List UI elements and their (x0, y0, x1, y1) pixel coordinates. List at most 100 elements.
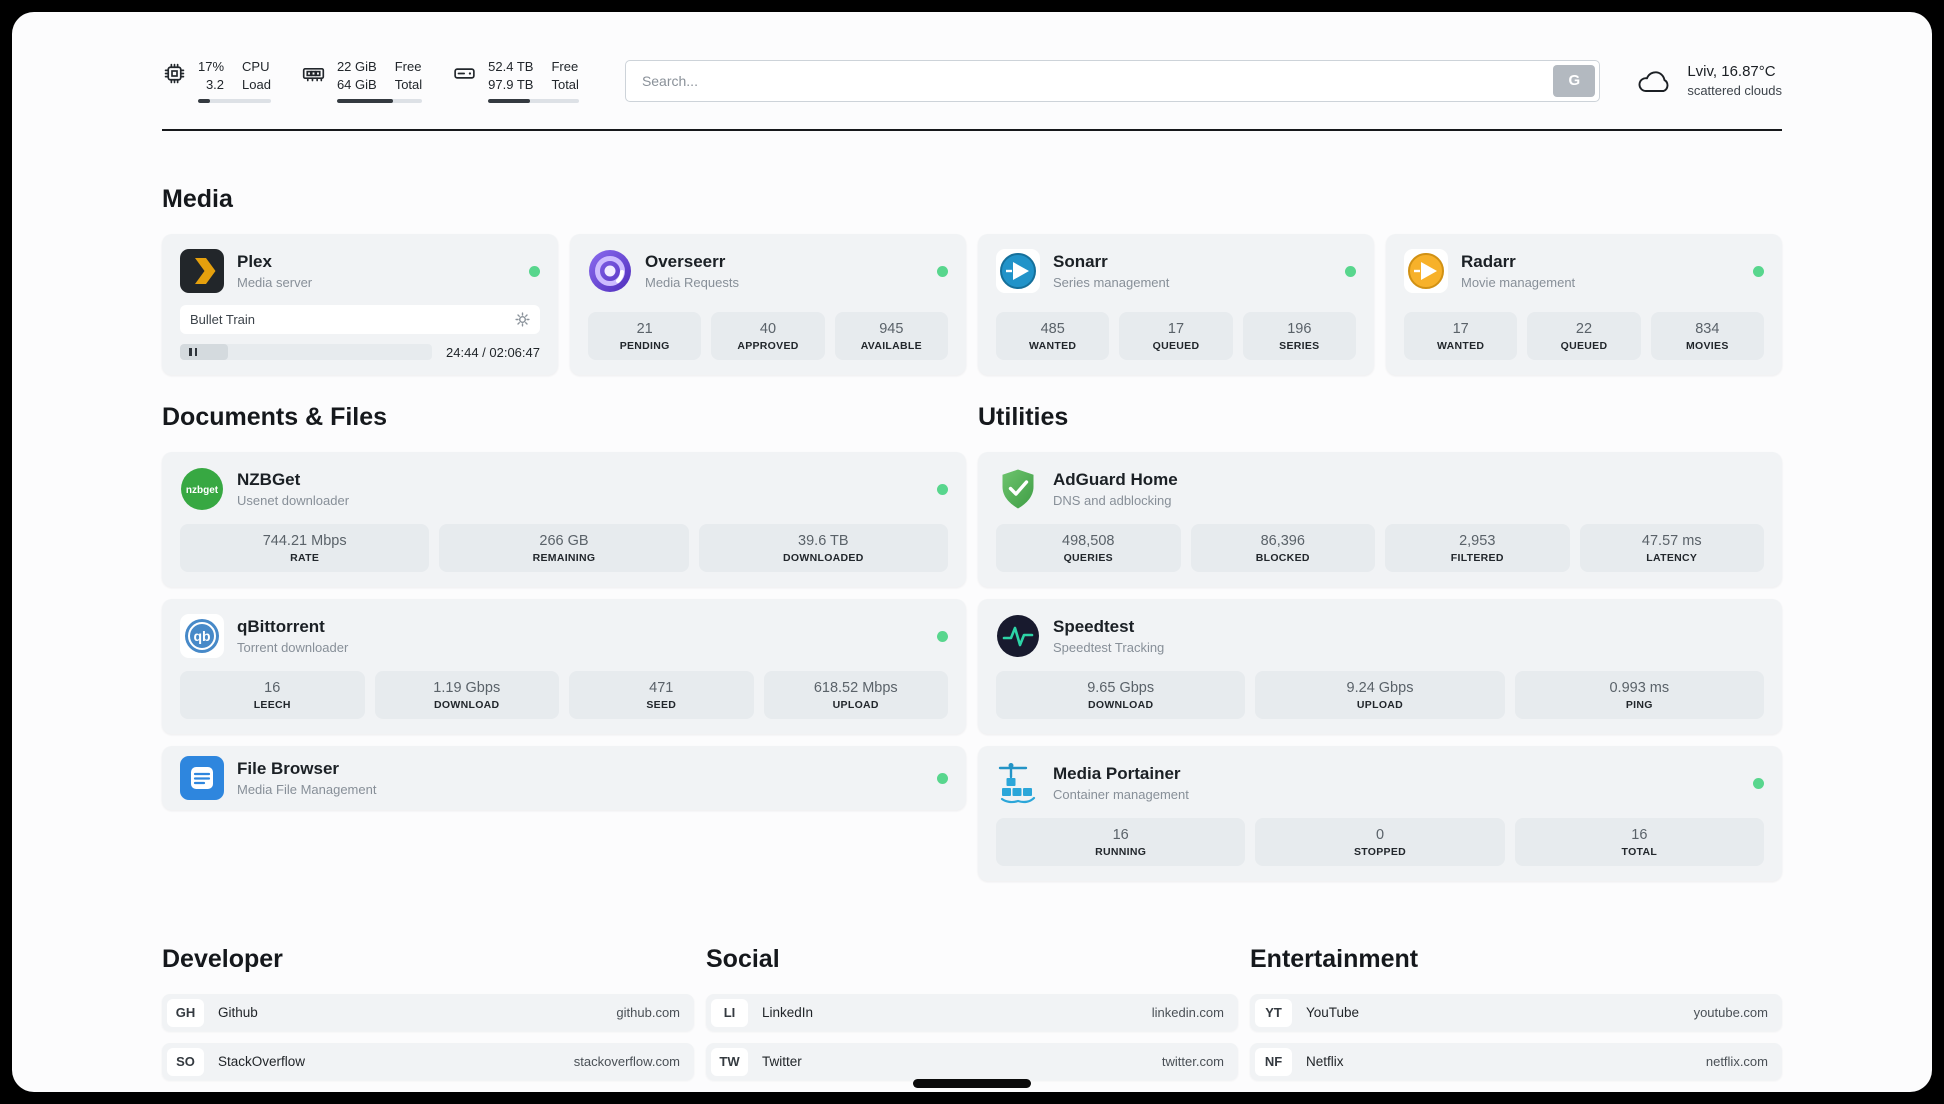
link-row-netflix[interactable]: NF Netflix netflix.com (1250, 1043, 1782, 1081)
social-column: Social LI LinkedIn linkedin.com TW Twitt… (706, 945, 1238, 1092)
ram-free-label: Free (394, 59, 422, 74)
radarr-icon (1404, 249, 1448, 294)
media-grid: Plex Media server Bullet Train (162, 234, 1782, 376)
search-input[interactable] (624, 59, 1601, 102)
playback-time: 24:44 / 02:06:47 (446, 344, 540, 360)
link-badge: GH (167, 998, 204, 1027)
link-badge: NF (1255, 1047, 1292, 1076)
cpu-percent: 17% (198, 59, 225, 74)
header-divider (162, 129, 1782, 132)
status-dot (529, 265, 540, 277)
app-name: NZBGet (237, 470, 301, 490)
stat-box: 2,953 FILTERED (1385, 524, 1570, 573)
section-title-developer: Developer (162, 945, 283, 974)
status-dot (937, 630, 948, 642)
status-dot (1345, 265, 1356, 277)
weather-widget: Lviv, 16.87°C scattered clouds (1636, 63, 1782, 98)
cpu-load-label: Load (242, 76, 271, 92)
status-dot (1753, 777, 1764, 789)
status-dot (937, 483, 948, 495)
link-row-stackoverflow[interactable]: SO StackOverflow stackoverflow.com (162, 1043, 694, 1081)
app-subtitle: DNS and adblocking (1053, 493, 1172, 509)
stat-box: 471 SEED (569, 671, 754, 720)
cpu-chip-icon (164, 63, 185, 84)
app-subtitle: Usenet downloader (237, 493, 350, 509)
stat-box: 16 TOTAL (1514, 818, 1764, 867)
ram-free-value: 22 GiB (336, 59, 377, 74)
disk-metric: 52.4 TB 97.9 TB Free Total (452, 58, 579, 104)
ram-progress-bar (336, 99, 423, 104)
plex-icon (180, 249, 224, 294)
search-go-button[interactable]: G (1553, 64, 1596, 97)
playback-progress-fill (180, 344, 228, 361)
sonarr-icon (996, 249, 1040, 294)
app-name: Media Portainer (1053, 764, 1181, 784)
disk-free-label: Free (551, 59, 579, 74)
overseerr-icon (589, 250, 631, 293)
entertainment-column: Entertainment YT YouTube youtube.com NF … (1250, 945, 1782, 1092)
portainer-icon (998, 763, 1036, 804)
app-card-overseerr[interactable]: Overseerr Media Requests 21 PENDING 40 A… (570, 234, 966, 376)
header: 17% 3.2 CPU Load (162, 58, 1782, 104)
app-card-portainer[interactable]: Media Portainer Container management 16 … (978, 746, 1782, 882)
app-name: Speedtest (1053, 617, 1135, 637)
app-card-filebrowser[interactable]: File Browser Media File Management (162, 746, 966, 811)
stat-box: 22 QUEUED (1527, 312, 1641, 361)
stat-box: 40 APPROVED (711, 312, 825, 361)
stat-box: 9.65 Gbps DOWNLOAD (996, 671, 1246, 720)
link-badge: LI (711, 998, 748, 1027)
app-card-nzbget[interactable]: nzbget NZBGet Usenet downloader 744.21 M… (162, 452, 966, 588)
now-playing-bar: Bullet Train (180, 305, 540, 335)
app-card-sonarr[interactable]: Sonarr Series management 485 WANTED 17 Q… (978, 234, 1374, 376)
gear-icon[interactable] (515, 312, 530, 327)
stat-box: 0.993 ms PING (1514, 671, 1764, 720)
disk-total-value: 97.9 TB (488, 76, 534, 92)
stat-box: 618.52 Mbps UPLOAD (763, 671, 948, 720)
stat-box: 0 STOPPED (1255, 818, 1505, 867)
disk-free-value: 52.4 TB (488, 59, 534, 74)
nzbget-icon: nzbget (181, 468, 223, 511)
app-subtitle: Media Requests (645, 275, 739, 291)
cpu-metric: 17% 3.2 CPU Load (162, 58, 271, 104)
link-row-github[interactable]: GH Github github.com (162, 994, 694, 1032)
svg-text:nzbget: nzbget (186, 485, 219, 496)
disk-total-label: Total (551, 76, 579, 92)
app-subtitle: Media File Management (237, 782, 377, 798)
cpu-load-value: 3.2 (205, 76, 225, 92)
filebrowser-icon (180, 756, 224, 801)
stat-box: 16 RUNNING (996, 818, 1246, 867)
cpu-label: CPU (242, 59, 270, 74)
app-card-adguard[interactable]: AdGuard Home DNS and adblocking 498,508 … (978, 452, 1782, 588)
link-badge: TW (711, 1047, 748, 1076)
stat-box: 196 SERIES (1242, 312, 1356, 361)
app-subtitle: Movie management (1461, 275, 1576, 291)
app-subtitle: Series management (1053, 275, 1170, 291)
status-dot (937, 772, 948, 784)
link-row-linkedin[interactable]: LI LinkedIn linkedin.com (706, 994, 1238, 1032)
stat-box: 498,508 QUERIES (996, 524, 1181, 573)
app-name: AdGuard Home (1053, 470, 1178, 490)
documents-column: Documents & Files nzbget NZBGet Usenet d… (162, 403, 966, 881)
app-card-speedtest[interactable]: Speedtest Speedtest Tracking 9.65 Gbps D… (978, 599, 1782, 735)
link-row-youtube[interactable]: YT YouTube youtube.com (1250, 994, 1782, 1032)
app-card-radarr[interactable]: Radarr Movie management 17 WANTED 22 QUE… (1386, 234, 1782, 376)
weather-location: Lviv, 16.87°C (1687, 63, 1776, 81)
link-row-twitter[interactable]: TW Twitter twitter.com (706, 1043, 1238, 1081)
section-title-social: Social (706, 945, 780, 974)
stat-box: 1.19 Gbps DOWNLOAD (374, 671, 559, 720)
app-subtitle: Speedtest Tracking (1053, 640, 1165, 656)
weather-condition: scattered clouds (1687, 83, 1782, 99)
playback-progress-track[interactable] (180, 344, 433, 361)
stat-box: 21 PENDING (588, 312, 702, 361)
stat-box: 39.6 TB DOWNLOADED (698, 524, 948, 573)
app-subtitle: Container management (1053, 787, 1189, 803)
stat-box: 17 WANTED (1404, 312, 1518, 361)
section-title-entertainment: Entertainment (1250, 945, 1419, 974)
app-card-qbittorrent[interactable]: qb qBittorrent Torrent downloader 16 LEE… (162, 599, 966, 735)
pause-icon[interactable] (189, 348, 197, 357)
app-name: Overseerr (645, 252, 726, 272)
app-name: Plex (237, 252, 272, 272)
ram-metric: 22 GiB 64 GiB Free Total (301, 58, 423, 104)
app-card-plex[interactable]: Plex Media server Bullet Train (162, 234, 558, 376)
qbittorrent-icon: qb (180, 614, 224, 659)
